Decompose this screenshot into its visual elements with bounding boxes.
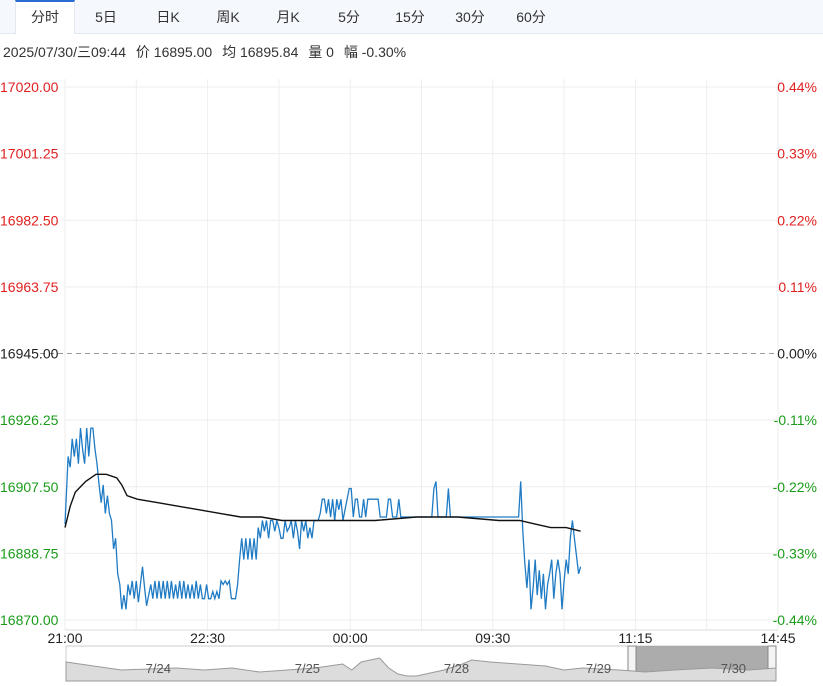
quote-volume: 量 0 [308, 44, 334, 60]
y-tick-label-left: 16926.25 [0, 412, 59, 428]
tab-30min[interactable]: 30分 [455, 9, 485, 25]
y-tick-label-right: -0.44% [773, 612, 817, 628]
y-tick-label-left: 17020.00 [0, 79, 59, 95]
quote-info-bar: 2025/07/30/三09:44 价 16895.00 均 16895.84 … [0, 34, 823, 70]
x-tick-label: 11:15 [618, 630, 652, 646]
navigator-date-label: 7/25 [295, 661, 320, 676]
y-tick-label-left: 16870.00 [0, 612, 59, 628]
quote-change: 幅 -0.30% [343, 44, 407, 60]
quote-price: 价 16895.00 [135, 44, 213, 60]
y-tick-label-left: 17001.25 [0, 146, 59, 162]
navigator-date-label: 7/30 [721, 661, 746, 676]
price-line [64, 427, 582, 610]
navigator-date-label: 7/29 [586, 661, 611, 676]
y-tick-label-left: 16888.75 [0, 545, 59, 561]
tab-15min[interactable]: 15分 [395, 9, 425, 25]
y-tick-label-right: 0.00% [777, 346, 817, 362]
tab-5day[interactable]: 5日 [95, 9, 117, 25]
y-tick-label-right: -0.22% [773, 479, 817, 495]
tab-daily-k[interactable]: 日K [156, 9, 180, 25]
y-tick-label-right: -0.33% [773, 545, 817, 561]
x-tick-label: 22:30 [190, 630, 225, 646]
y-tick-label-right: -0.11% [774, 412, 817, 428]
y-tick-label-left: 16982.50 [0, 212, 59, 228]
y-tick-label-left: 16945.00 [0, 346, 59, 362]
y-tick-label-left: 16907.50 [0, 479, 59, 495]
average-price-line [64, 473, 581, 532]
quote-average: 均 16895.84 [222, 44, 299, 60]
navigator-date-label: 7/24 [146, 661, 171, 676]
x-tick-label: 09:30 [475, 630, 510, 646]
y-tick-label-left: 16963.75 [0, 279, 59, 295]
y-tick-label-right: 0.11% [778, 279, 817, 295]
navigator-date-label: 7/28 [444, 661, 469, 676]
navigator-history-area [65, 657, 777, 682]
y-tick-label-right: 0.44% [777, 79, 817, 95]
tab-weekly-k[interactable]: 周K [216, 9, 240, 25]
tab-5min[interactable]: 5分 [338, 9, 360, 25]
period-tab-bar: 分时 5日 日K 周K 月K 5分 15分 30分 60分 [0, 0, 823, 34]
quote-datetime: 2025/07/30/三09:44 [3, 44, 126, 60]
x-tick-label: 21:00 [47, 630, 82, 646]
tab-monthly-k[interactable]: 月K [276, 9, 300, 25]
y-tick-label-right: 0.22% [777, 212, 817, 228]
x-tick-label: 00:00 [333, 630, 368, 646]
tab-intraday[interactable]: 分时 [15, 0, 75, 34]
tab-60min[interactable]: 60分 [516, 9, 546, 25]
x-tick-label: 14:45 [760, 630, 795, 646]
y-tick-label-right: 0.33% [777, 146, 817, 162]
